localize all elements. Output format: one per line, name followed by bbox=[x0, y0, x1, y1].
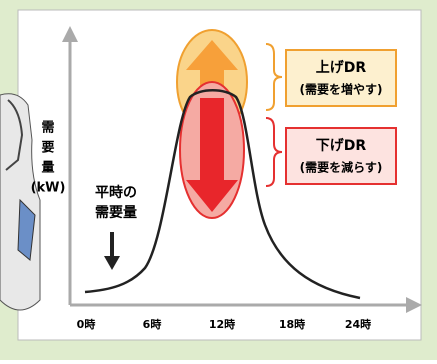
up-dr-box bbox=[286, 50, 396, 106]
up-dr-title: 上げDR bbox=[316, 60, 367, 76]
x-tick-label: 12時 bbox=[209, 317, 235, 331]
normal-label: 平時の bbox=[95, 184, 137, 201]
normal-label: 需要量 bbox=[95, 204, 137, 221]
y-axis-label: (kW) bbox=[31, 181, 66, 196]
down-dr-note: (需要を減らす) bbox=[300, 160, 383, 175]
y-axis-label: 需 bbox=[41, 121, 54, 136]
down-dr-title: 下げDR bbox=[316, 138, 367, 154]
x-tick-label: 0時 bbox=[77, 317, 96, 331]
diagram: 上げDR (需要を増やす) 下げDR (需要を減らす) 需要量 (kW) 0時 6時 1… bbox=[0, 0, 437, 360]
up-dr-note: (需要を増やす) bbox=[300, 82, 383, 97]
down-dr-box bbox=[286, 128, 396, 184]
x-tick-label: 6時 bbox=[143, 317, 162, 331]
x-tick-label: 24時 bbox=[345, 317, 371, 331]
y-axis-label: 量 bbox=[41, 161, 54, 176]
y-axis-label: 要 bbox=[41, 141, 54, 156]
x-tick-label: 18時 bbox=[279, 317, 305, 331]
